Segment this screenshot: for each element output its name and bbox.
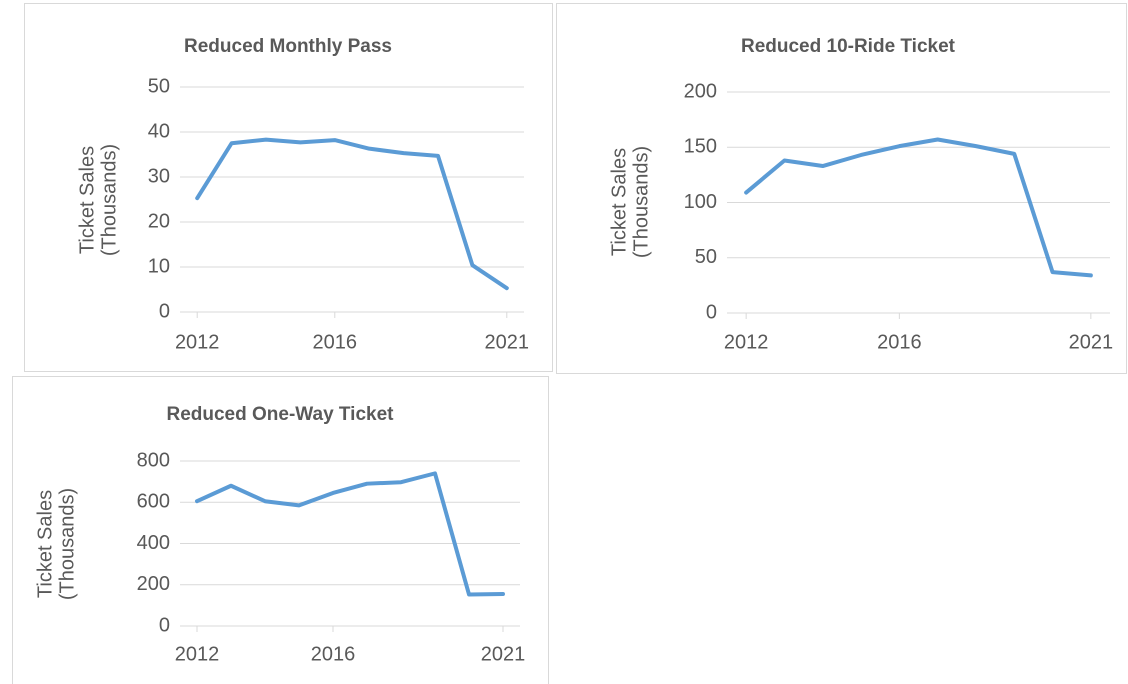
y-axis-label: (Thousands)	[630, 146, 652, 258]
chart-title: Reduced One-Way Ticket	[166, 404, 394, 425]
x-tick-label: 2016	[313, 331, 358, 353]
series-line	[195, 137, 509, 291]
x-tick-label: 2016	[877, 331, 922, 353]
y-tick-label: 30	[148, 165, 170, 187]
x-tick-label: 2021	[481, 643, 526, 665]
y-tick-label: 0	[706, 301, 717, 323]
y-axis-label: Ticket Sales	[34, 490, 56, 598]
panel	[12, 376, 549, 684]
chart-title: Reduced Monthly Pass	[184, 36, 392, 57]
y-axis-label: (Thousands)	[56, 488, 78, 600]
y-tick-label: 100	[684, 191, 717, 213]
y-tick-label: 0	[159, 300, 170, 322]
y-tick-label: 20	[148, 210, 170, 232]
y-tick-label: 0	[159, 614, 170, 636]
y-tick-label: 200	[684, 80, 717, 102]
y-tick-label: 50	[695, 246, 717, 268]
y-tick-label: 200	[137, 573, 170, 595]
y-axis-label: Ticket Sales	[76, 146, 98, 254]
y-tick-label: 50	[148, 75, 170, 97]
panel	[24, 3, 553, 372]
x-tick-label: 2012	[175, 643, 220, 665]
chart-title: Reduced 10-Ride Ticket	[741, 36, 956, 57]
y-tick-label: 150	[684, 136, 717, 158]
y-tick-label: 10	[148, 255, 170, 277]
x-tick-label: 2012	[175, 331, 220, 353]
x-tick-label: 2016	[311, 643, 356, 665]
y-axis-label: Ticket Sales	[608, 148, 630, 256]
y-axis-label: (Thousands)	[98, 144, 120, 256]
x-tick-label: 2012	[724, 331, 769, 353]
y-tick-label: 400	[137, 532, 170, 554]
panel	[556, 3, 1127, 374]
series-line	[195, 471, 505, 597]
y-tick-label: 40	[148, 120, 170, 142]
y-tick-label: 800	[137, 449, 170, 471]
x-tick-label: 2021	[1069, 331, 1114, 353]
series-line	[744, 137, 1093, 278]
y-tick-label: 600	[137, 491, 170, 513]
x-tick-label: 2021	[485, 331, 530, 353]
